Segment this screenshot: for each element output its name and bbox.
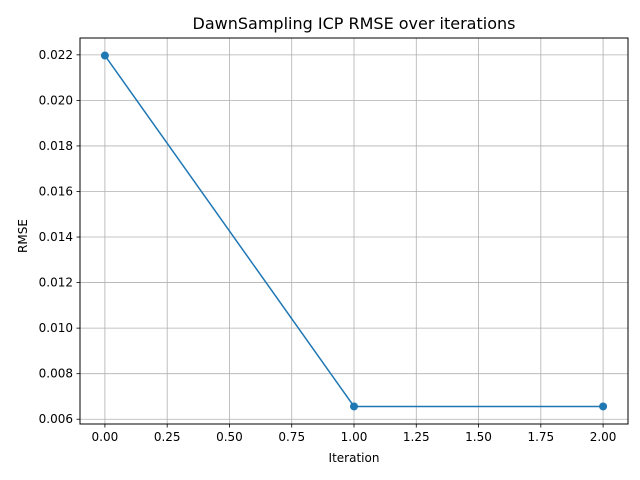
y-tick-label: 0.016 <box>39 184 73 198</box>
x-tick-label: 0.25 <box>154 430 181 444</box>
y-tick-label: 0.022 <box>39 48 73 62</box>
x-tick-label: 1.50 <box>465 430 492 444</box>
y-tick-label: 0.006 <box>39 412 73 426</box>
y-axis-label: RMSE <box>16 219 30 253</box>
plot-series <box>100 51 608 411</box>
x-tick-label: 0.50 <box>216 430 243 444</box>
grid <box>80 38 628 424</box>
data-point <box>100 51 109 60</box>
ticks: 0.00 0.25 0.50 0.75 1.00 1.25 1.50 1.75 2.00 0.00… <box>39 48 617 444</box>
plot-frame <box>79 37 629 425</box>
data-point <box>599 402 608 411</box>
x-tick-label: 1.25 <box>403 430 430 444</box>
y-tick-label: 0.020 <box>39 93 73 107</box>
x-tick-label: 0.00 <box>92 430 119 444</box>
y-tick-label: 0.008 <box>39 367 73 381</box>
chart-title: DawnSampling ICP RMSE over iterations <box>193 14 516 33</box>
y-tick-label: 0.012 <box>39 276 73 290</box>
data-point <box>350 402 358 411</box>
x-tick-label: 1.75 <box>527 430 554 444</box>
x-tick-label: 0.75 <box>278 430 305 444</box>
x-tick-label: 1.00 <box>341 430 368 444</box>
y-tick-label: 0.014 <box>39 230 73 244</box>
y-tick-label: 0.018 <box>39 139 73 153</box>
x-axis-label: Iteration <box>329 451 380 465</box>
y-tick-label: 0.010 <box>39 321 73 335</box>
x-tick-label: 2.00 <box>590 430 617 444</box>
